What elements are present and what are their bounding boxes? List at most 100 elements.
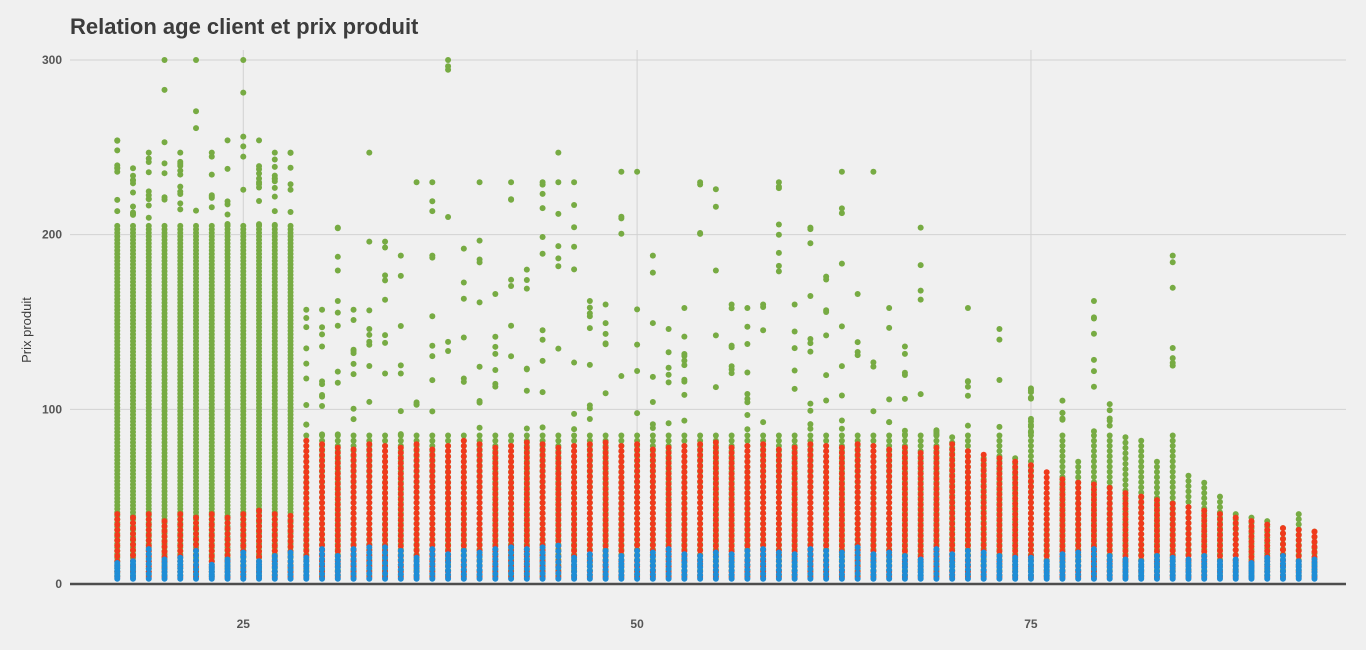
data-point (1138, 509, 1145, 516)
data-point (854, 499, 861, 506)
data-point (586, 441, 593, 448)
data-point (1185, 477, 1192, 484)
data-point (539, 515, 546, 522)
data-point (114, 553, 121, 560)
data-point (319, 499, 326, 506)
y-tick-label: 300 (42, 53, 62, 67)
data-point (901, 470, 908, 477)
data-point (523, 276, 530, 283)
data-point (334, 527, 341, 534)
data-point (586, 515, 593, 522)
data-point (114, 137, 121, 144)
data-point (508, 526, 515, 533)
data-point (1090, 473, 1097, 480)
data-point (823, 516, 830, 523)
data-point (649, 432, 656, 439)
data-point (728, 480, 735, 487)
data-point (1169, 494, 1176, 501)
data-point (901, 517, 908, 524)
data-point (1185, 483, 1192, 490)
series-points (114, 542, 1318, 582)
data-point (838, 425, 845, 432)
data-point (445, 511, 452, 518)
data-point (1153, 463, 1160, 470)
data-point (429, 342, 436, 349)
data-point (996, 512, 1003, 519)
data-point (382, 432, 389, 439)
data-point (445, 458, 452, 465)
data-point (350, 437, 357, 444)
data-point (602, 480, 609, 487)
data-point (382, 448, 389, 455)
data-point (1311, 548, 1318, 555)
data-point (1106, 463, 1113, 470)
data-point (791, 460, 798, 467)
data-point (649, 510, 656, 517)
data-point (712, 480, 719, 487)
data-point (193, 57, 200, 63)
data-point (1075, 490, 1082, 497)
data-point (397, 455, 404, 462)
data-point (823, 532, 830, 539)
data-point (1201, 548, 1208, 555)
data-point (949, 489, 956, 496)
data-point (870, 359, 877, 366)
data-point (697, 520, 704, 527)
data-point (319, 478, 326, 485)
data-point (744, 516, 751, 523)
data-point (1295, 532, 1302, 539)
data-point (571, 463, 578, 470)
data-point (240, 143, 247, 150)
data-point (602, 511, 609, 518)
data-point (681, 432, 688, 439)
data-point (697, 499, 704, 506)
data-point (634, 441, 641, 448)
data-point (366, 432, 373, 439)
data-point (539, 190, 546, 197)
data-point (933, 432, 940, 439)
data-point (539, 357, 546, 364)
data-point (964, 432, 971, 439)
data-point (1059, 448, 1066, 455)
data-point (224, 525, 231, 532)
data-point (854, 467, 861, 474)
data-point (964, 505, 971, 512)
data-point (791, 385, 798, 392)
data-point (271, 511, 278, 518)
data-point (366, 510, 373, 517)
data-point (949, 504, 956, 511)
data-point (618, 373, 625, 380)
data-point (523, 470, 530, 477)
data-point (476, 494, 483, 501)
data-point (1169, 468, 1176, 475)
data-point (791, 345, 798, 352)
data-point (539, 424, 546, 431)
data-point (1201, 484, 1208, 491)
data-point (823, 474, 830, 481)
data-point (901, 501, 908, 508)
data-point (208, 149, 215, 156)
data-point (1216, 537, 1223, 544)
data-point (807, 425, 814, 432)
data-point (775, 437, 782, 444)
data-point (775, 478, 782, 485)
data-point (1153, 512, 1160, 519)
data-point (366, 526, 373, 533)
data-point (933, 522, 940, 529)
data-point (523, 527, 530, 534)
data-point (1169, 542, 1176, 549)
data-point (964, 532, 971, 539)
data-point (665, 470, 672, 477)
data-point (634, 306, 641, 313)
data-point (933, 501, 940, 508)
data-point (1012, 495, 1019, 502)
data-point (681, 479, 688, 486)
data-point (523, 480, 530, 487)
data-point (145, 521, 152, 528)
data-point (1027, 499, 1034, 506)
data-point (508, 463, 515, 470)
data-point (1043, 484, 1050, 491)
data-point (1201, 528, 1208, 535)
data-point (681, 469, 688, 476)
data-point (901, 522, 908, 529)
